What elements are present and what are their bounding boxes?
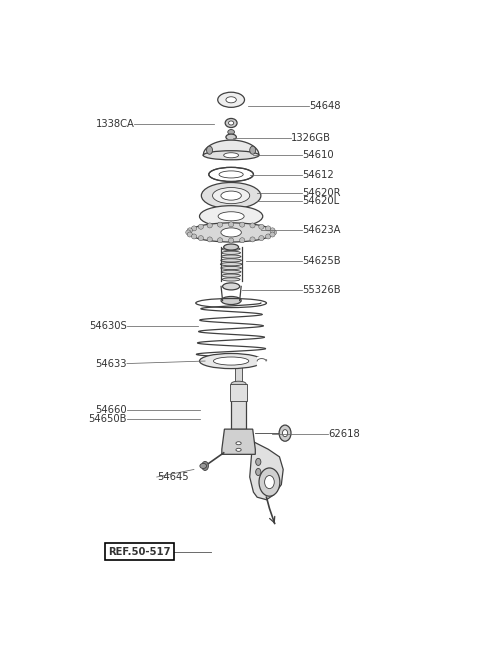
Ellipse shape bbox=[224, 244, 239, 250]
Text: 54625B: 54625B bbox=[302, 256, 340, 266]
Bar bbox=[235, 364, 242, 384]
Ellipse shape bbox=[235, 359, 242, 364]
Ellipse shape bbox=[222, 248, 240, 251]
Ellipse shape bbox=[265, 226, 271, 231]
Text: 54620L: 54620L bbox=[302, 196, 339, 206]
Bar bbox=[230, 384, 247, 402]
Ellipse shape bbox=[218, 212, 244, 221]
Text: 54630S: 54630S bbox=[89, 321, 127, 331]
Ellipse shape bbox=[259, 236, 264, 240]
Ellipse shape bbox=[228, 130, 234, 134]
Ellipse shape bbox=[259, 224, 264, 229]
Ellipse shape bbox=[218, 92, 244, 107]
Text: 55326B: 55326B bbox=[302, 286, 340, 295]
Ellipse shape bbox=[187, 228, 192, 233]
Ellipse shape bbox=[221, 297, 241, 305]
Ellipse shape bbox=[209, 168, 253, 181]
Text: 1326GB: 1326GB bbox=[290, 133, 331, 143]
Circle shape bbox=[282, 430, 288, 437]
Ellipse shape bbox=[192, 234, 197, 239]
Bar bbox=[231, 384, 246, 429]
Text: 54620R: 54620R bbox=[302, 187, 340, 198]
Ellipse shape bbox=[219, 171, 243, 178]
Ellipse shape bbox=[270, 232, 275, 237]
Ellipse shape bbox=[207, 237, 212, 242]
Ellipse shape bbox=[220, 263, 242, 266]
Ellipse shape bbox=[192, 226, 197, 231]
Ellipse shape bbox=[188, 223, 274, 242]
Ellipse shape bbox=[240, 238, 245, 243]
Ellipse shape bbox=[222, 274, 240, 277]
Text: 54645: 54645 bbox=[156, 472, 188, 482]
Text: 1338CA: 1338CA bbox=[96, 119, 134, 129]
Polygon shape bbox=[203, 140, 259, 155]
Circle shape bbox=[259, 468, 280, 496]
Ellipse shape bbox=[221, 267, 241, 270]
Ellipse shape bbox=[222, 278, 240, 281]
Ellipse shape bbox=[222, 251, 240, 254]
Ellipse shape bbox=[228, 121, 234, 125]
Ellipse shape bbox=[186, 230, 191, 235]
Ellipse shape bbox=[224, 153, 239, 158]
Text: 54612: 54612 bbox=[302, 170, 334, 180]
Ellipse shape bbox=[221, 255, 241, 258]
Polygon shape bbox=[222, 429, 255, 455]
Ellipse shape bbox=[250, 237, 255, 242]
Text: 54633: 54633 bbox=[96, 358, 127, 369]
Ellipse shape bbox=[200, 206, 263, 227]
Text: 54660: 54660 bbox=[96, 405, 127, 415]
Ellipse shape bbox=[203, 151, 259, 160]
Ellipse shape bbox=[270, 228, 275, 233]
Text: 54623A: 54623A bbox=[302, 225, 340, 235]
Circle shape bbox=[279, 425, 291, 441]
Polygon shape bbox=[250, 441, 283, 500]
Ellipse shape bbox=[240, 222, 245, 227]
Text: 62618: 62618 bbox=[328, 429, 360, 439]
Ellipse shape bbox=[221, 259, 241, 262]
Ellipse shape bbox=[228, 222, 234, 227]
Text: 54650B: 54650B bbox=[88, 414, 127, 424]
Ellipse shape bbox=[228, 238, 234, 243]
Ellipse shape bbox=[236, 441, 241, 445]
Text: 54648: 54648 bbox=[309, 102, 341, 111]
Ellipse shape bbox=[207, 223, 212, 228]
Ellipse shape bbox=[271, 230, 276, 235]
Ellipse shape bbox=[217, 238, 223, 243]
Ellipse shape bbox=[187, 232, 192, 237]
Circle shape bbox=[264, 476, 274, 489]
Ellipse shape bbox=[236, 448, 241, 451]
Ellipse shape bbox=[202, 183, 261, 209]
Ellipse shape bbox=[250, 223, 255, 228]
Ellipse shape bbox=[200, 464, 206, 468]
Circle shape bbox=[202, 461, 208, 470]
Ellipse shape bbox=[221, 191, 241, 200]
Ellipse shape bbox=[265, 234, 271, 239]
Circle shape bbox=[256, 458, 261, 466]
Circle shape bbox=[206, 146, 213, 155]
Ellipse shape bbox=[200, 354, 263, 369]
Ellipse shape bbox=[214, 357, 249, 365]
Ellipse shape bbox=[226, 134, 236, 140]
Ellipse shape bbox=[221, 271, 241, 273]
Ellipse shape bbox=[223, 283, 240, 290]
Ellipse shape bbox=[198, 224, 204, 229]
Ellipse shape bbox=[198, 236, 204, 240]
Circle shape bbox=[250, 146, 256, 155]
Polygon shape bbox=[257, 357, 264, 365]
Text: REF.50-517: REF.50-517 bbox=[108, 547, 171, 557]
Ellipse shape bbox=[221, 228, 241, 237]
Ellipse shape bbox=[217, 222, 223, 227]
Ellipse shape bbox=[213, 187, 250, 204]
Ellipse shape bbox=[225, 119, 237, 128]
Ellipse shape bbox=[231, 381, 246, 386]
Ellipse shape bbox=[226, 97, 236, 103]
Circle shape bbox=[256, 468, 261, 476]
Text: 54610: 54610 bbox=[302, 150, 334, 160]
